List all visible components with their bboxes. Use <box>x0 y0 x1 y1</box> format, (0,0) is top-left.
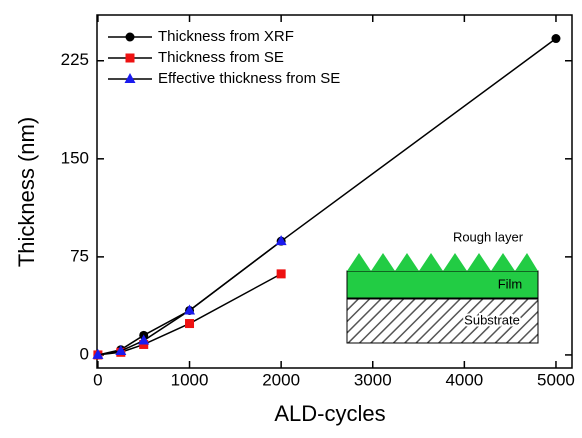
inset-label: Substrate <box>464 312 520 327</box>
legend-marker <box>125 53 135 63</box>
data-point <box>275 235 287 246</box>
data-point <box>185 319 195 329</box>
x-tick-label: 0 <box>93 370 102 389</box>
x-tick-label: 5000 <box>537 370 575 389</box>
y-tick-label: 75 <box>70 246 89 265</box>
legend-label: Thickness from XRF <box>158 28 294 45</box>
data-point <box>115 345 127 356</box>
y-axis-label: Thickness (nm) <box>14 117 39 267</box>
x-axis-label: ALD-cycles <box>274 401 385 426</box>
legend-marker <box>124 73 136 83</box>
legend-label: Effective thickness from SE <box>158 70 340 87</box>
y-tick-label: 225 <box>61 50 89 69</box>
x-tick-label: 2000 <box>262 370 300 389</box>
data-point <box>184 304 196 315</box>
data-point <box>551 34 561 44</box>
rough-layer <box>347 253 538 271</box>
data-point <box>138 334 150 345</box>
data-point <box>276 269 286 279</box>
inset-label: Film <box>498 276 523 291</box>
inset: Rough layer Film Substrate <box>346 229 539 344</box>
series-line <box>97 240 282 356</box>
legend-label: Thickness from SE <box>158 49 284 66</box>
x-tick-label: 3000 <box>354 370 392 389</box>
substrate-layer <box>346 298 539 344</box>
plot-frame <box>96 14 573 369</box>
y-tick-label: 0 <box>80 344 89 363</box>
x-tick-label: 1000 <box>171 370 209 389</box>
x-tick-label: 4000 <box>445 370 483 389</box>
film-layer <box>346 270 539 299</box>
data-point <box>92 348 104 359</box>
legend-marker <box>125 32 135 42</box>
y-tick-label: 150 <box>61 148 89 167</box>
inset-label: Rough layer <box>453 229 524 244</box>
